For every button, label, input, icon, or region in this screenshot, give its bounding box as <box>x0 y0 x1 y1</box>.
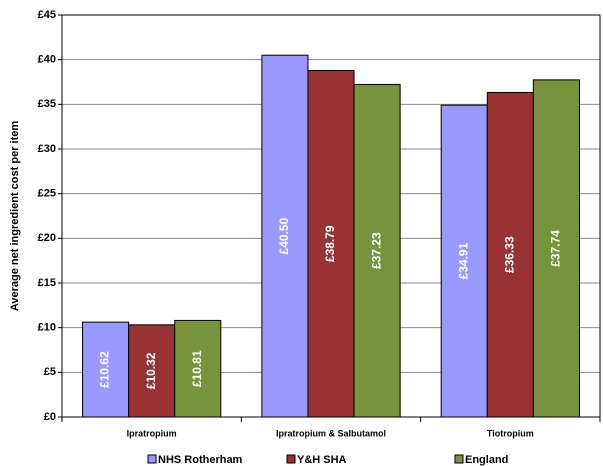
y-tick-label: £20 <box>38 232 56 244</box>
bar <box>532 79 580 418</box>
value-label: £10.81 <box>190 350 204 387</box>
y-tick-label: £5 <box>44 366 56 378</box>
legend-label: England <box>465 454 508 466</box>
legend-label: NHS Rotherham <box>158 454 243 466</box>
plot-border <box>61 14 601 418</box>
bar <box>307 69 355 418</box>
x-tick-label: Ipratropium & Salbutamol <box>276 428 386 438</box>
y-tick-label: £10 <box>38 322 56 334</box>
value-label: £10.62 <box>98 351 112 388</box>
legend-swatch <box>147 454 157 464</box>
x-tick-label: Tiotropium <box>487 428 534 438</box>
bar <box>486 91 534 418</box>
y-tick-label: £45 <box>38 9 56 21</box>
y-tick-label: £40 <box>38 54 56 66</box>
legend-swatch <box>454 454 464 464</box>
y-axis-title: Average net ingredient cost per item <box>9 121 21 312</box>
bar <box>261 54 309 418</box>
value-label: £10.32 <box>144 352 158 389</box>
bar <box>440 104 488 418</box>
bar <box>353 83 401 418</box>
value-label: £40.50 <box>277 217 291 254</box>
value-label: £36.33 <box>503 236 517 273</box>
value-label: £37.23 <box>369 232 383 269</box>
y-tick-label: £0 <box>44 411 56 423</box>
y-tick-label: £30 <box>38 143 56 155</box>
y-tick-label: £35 <box>38 98 56 110</box>
value-label: £37.74 <box>549 230 563 267</box>
value-label: £38.79 <box>323 225 337 262</box>
legend-swatch <box>286 454 296 464</box>
y-tick-label: £15 <box>38 277 56 289</box>
value-label: £34.91 <box>456 242 470 279</box>
bar <box>174 319 222 418</box>
legend-label: Y&H SHA <box>297 454 347 466</box>
x-tick-label: Ipratropium <box>127 428 177 438</box>
y-tick-label: £25 <box>38 188 56 200</box>
